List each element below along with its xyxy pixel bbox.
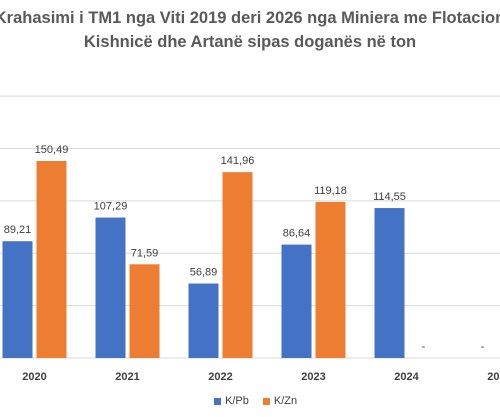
bar-kpb-2021 (95, 217, 126, 358)
x-tick-label: 2023 (301, 371, 325, 383)
bar-kpb-2024 (374, 208, 405, 358)
data-label: 107,29 (94, 201, 128, 213)
data-label: 119,18 (314, 185, 347, 197)
data-label: 114,55 (373, 191, 406, 203)
legend-label-kzn: K/Zn (273, 395, 298, 407)
chart-legend: K/Pb K/Zn (214, 395, 297, 407)
data-label: - (422, 341, 426, 353)
chart-title-line-1: Krahasimi i TM1 nga Viti 2019 deri 2026 … (0, 9, 500, 27)
bar-kzn-2021 (129, 264, 160, 358)
x-tick-label: 2025 (487, 371, 500, 383)
data-label: 56,89 (190, 267, 218, 279)
legend-swatch-kpb (214, 397, 221, 405)
bar-kpb-2023 (281, 244, 312, 358)
chart-title-line-2: Kishnicë dhe Artanë sipas doganës në ton (83, 33, 417, 51)
data-label: - (481, 341, 485, 353)
legend-item-kzn: K/Zn (262, 395, 298, 407)
data-label: 141,96 (221, 155, 255, 167)
bar-kzn-2023 (315, 201, 346, 358)
x-tick-label: 2022 (208, 371, 232, 383)
x-tick-label: 2021 (115, 371, 139, 383)
legend-label-kpb: K/Pb (225, 395, 249, 407)
x-tick-label: 2020 (22, 371, 46, 383)
bar-kzn-2020 (36, 160, 67, 358)
x-tick-label: 2024 (394, 371, 419, 383)
chart-title: Krahasimi i TM1 nga Viti 2019 deri 2026 … (0, 6, 500, 54)
bar-kpb-2020 (2, 241, 33, 358)
data-label: 86,64 (283, 228, 311, 240)
data-label: 71,59 (131, 247, 159, 259)
bar-kpb-2022 (188, 283, 219, 358)
legend-item-kpb: K/Pb (214, 395, 249, 407)
data-label: 89,21 (4, 224, 32, 236)
legend-swatch-kzn (262, 397, 270, 405)
bar-kzn-2022 (222, 172, 253, 358)
data-label: 150,49 (35, 144, 69, 156)
